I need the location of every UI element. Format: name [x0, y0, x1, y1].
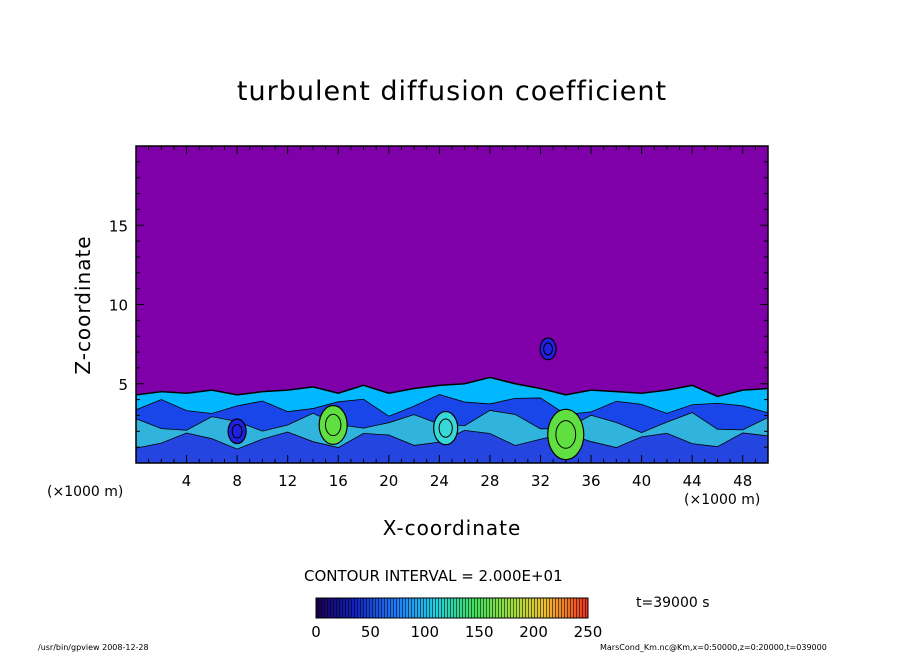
blob-contour	[231, 424, 243, 439]
x-tick-label: 44	[683, 472, 702, 490]
x-tick-label: 28	[480, 472, 499, 490]
chart-title: turbulent diffusion coefficient	[236, 76, 668, 107]
blob-contour	[555, 420, 577, 449]
x-axis: 4 8 12 16 20 24 28 32 36 40 44 48	[148, 146, 756, 490]
colorbar-stripes	[316, 598, 588, 618]
contour-interval: CONTOUR INTERVAL = 2.000E+01	[304, 567, 563, 585]
x-tick-label: 48	[733, 472, 752, 490]
high-value-blob	[318, 404, 348, 445]
x-tick-label: 40	[632, 472, 651, 490]
y-axis: 5 10 15	[109, 161, 768, 448]
x-axis-label: X-coordinate	[382, 516, 522, 540]
x-tick-label: 8	[232, 472, 242, 490]
y-axis-label: Z-coordinate	[71, 235, 95, 375]
x-tick-label: 36	[581, 472, 600, 490]
y-tick-label: 5	[118, 376, 128, 394]
x-tick-label: 20	[379, 472, 398, 490]
colorbar-tick-label: 200	[519, 623, 548, 641]
colorbar-tick-label: 150	[465, 623, 494, 641]
colorbar-tick-label: 100	[410, 623, 439, 641]
high-value-blob	[433, 410, 459, 446]
footer-left: /usr/bin/gpview 2008-12-28	[38, 643, 149, 652]
x-tick-label: 32	[531, 472, 550, 490]
blob-contour	[543, 342, 553, 356]
field-layer	[136, 337, 768, 463]
high-value-blob	[539, 337, 557, 361]
colorbar-tick-label: 250	[574, 623, 603, 641]
blob-contour	[324, 413, 342, 437]
colorbar-ticks: 0 50 100 150 200 250	[311, 623, 602, 641]
colorbar: 0 50 100 150 200 250	[311, 597, 602, 641]
contour-layer	[136, 429, 768, 463]
colorbar-tick-label: 50	[361, 623, 380, 641]
x-tick-label: 4	[182, 472, 192, 490]
x-unit-right: (×1000 m)	[684, 492, 761, 508]
time-label: t=39000 s	[636, 595, 710, 611]
high-value-blob	[547, 408, 585, 461]
colorbar-tick-label: 0	[311, 623, 321, 641]
colorbar-frame	[315, 597, 589, 619]
footer-right: MarsCond_Km.nc@Km,x=0:50000,z=0:20000,t=…	[600, 643, 827, 652]
blob-contour	[438, 418, 453, 438]
x-tick-label: 16	[329, 472, 348, 490]
x-tick-label: 12	[278, 472, 297, 490]
y-tick-label: 10	[109, 297, 128, 315]
y-tick-label: 15	[109, 217, 128, 235]
high-value-blob	[227, 418, 247, 445]
x-tick-label: 24	[430, 472, 449, 490]
x-unit-left: (×1000 m)	[47, 484, 124, 500]
